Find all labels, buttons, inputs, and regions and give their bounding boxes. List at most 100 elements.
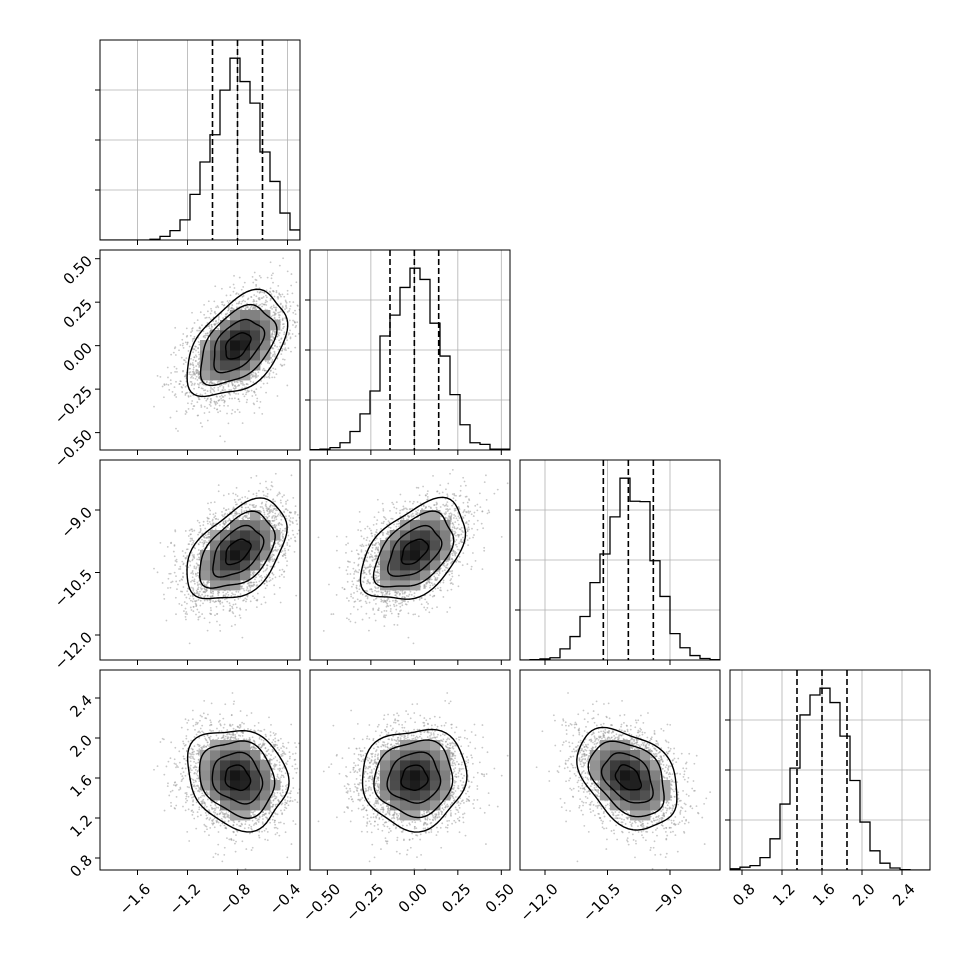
sample-point [186, 334, 189, 337]
sample-point [170, 581, 173, 584]
sample-point [190, 543, 193, 546]
contour-4 [186, 288, 289, 398]
sample-point [288, 319, 291, 322]
sample-point [270, 339, 273, 342]
sample-point [263, 511, 266, 514]
sample-point [227, 309, 230, 312]
sample-point [239, 593, 242, 595]
sample-point [200, 404, 203, 407]
sample-point [201, 425, 204, 428]
sample-point [278, 316, 281, 319]
sample-point [210, 307, 212, 310]
sample-point [237, 398, 240, 401]
sample-point [232, 492, 235, 495]
sample-point [192, 541, 195, 544]
sample-point [267, 375, 270, 378]
sample-point [187, 535, 190, 537]
sample-point [209, 400, 212, 403]
sample-point [193, 337, 196, 340]
sample-point [203, 303, 206, 306]
sample-point [213, 407, 216, 410]
sample-point [175, 380, 177, 383]
sample-point [216, 322, 219, 325]
sample-point [264, 360, 267, 363]
sample-point [205, 399, 208, 402]
sample-point [279, 341, 282, 344]
sample-point [161, 582, 164, 584]
sample-point [193, 565, 196, 568]
sample-point [237, 302, 240, 305]
sample-point [224, 594, 227, 597]
sample-point [234, 623, 237, 626]
sample-point [260, 579, 263, 582]
sample-point [277, 314, 280, 316]
sample-point [231, 409, 234, 411]
sample-point [217, 389, 220, 391]
sample-point [255, 606, 258, 609]
sample-point [238, 512, 241, 515]
sample-point [255, 283, 258, 286]
sample-point [272, 509, 274, 512]
sample-point [225, 313, 228, 316]
sample-point [229, 393, 232, 396]
sample-point [203, 583, 206, 586]
sample-point [296, 523, 299, 526]
sample-point [200, 406, 203, 408]
sample-point [217, 490, 220, 493]
density-cell [200, 350, 211, 361]
sample-point [277, 348, 280, 351]
sample-point [246, 298, 249, 301]
sample-point [173, 386, 176, 388]
sample-point [197, 396, 200, 399]
sample-point [205, 541, 208, 544]
y-tick-label: −0.50 [51, 426, 96, 471]
sample-point [181, 386, 184, 389]
sample-point [282, 327, 285, 330]
sample-point [209, 318, 212, 321]
sample-point [252, 585, 255, 587]
sample-point [253, 403, 256, 406]
sample-point [284, 530, 286, 532]
sample-point [261, 302, 263, 305]
sample-point [265, 299, 267, 302]
sample-point [291, 333, 294, 335]
sample-point [286, 289, 289, 292]
sample-point [280, 310, 282, 313]
sample-point [240, 501, 243, 504]
sample-point [174, 393, 177, 395]
sample-point [174, 559, 177, 562]
sample-point [240, 510, 243, 513]
density-cell [240, 310, 251, 321]
sample-point [163, 383, 166, 386]
sample-point [273, 314, 276, 317]
sample-point [186, 391, 189, 394]
sample-point [288, 545, 291, 548]
sample-point [209, 509, 212, 512]
sample-point [211, 325, 213, 328]
sample-point [225, 294, 228, 297]
sample-point [248, 517, 251, 520]
sample-point [224, 388, 226, 391]
sample-point [272, 353, 275, 356]
sample-point [206, 419, 209, 422]
sample-point [296, 532, 299, 535]
panel-1-0: −0.50−0.250.000.250.50 [51, 249, 301, 471]
sample-point [287, 538, 290, 541]
density-cell [240, 350, 251, 361]
sample-point [210, 387, 212, 390]
density-cell [250, 350, 261, 361]
sample-point [270, 335, 273, 338]
sample-point [288, 307, 291, 310]
sample-point [283, 325, 285, 328]
density-cell [250, 360, 261, 371]
sample-point [191, 363, 194, 366]
sample-point [265, 500, 268, 503]
sample-point [276, 395, 279, 397]
sample-point [270, 277, 273, 280]
sample-point [246, 586, 249, 588]
sample-point [234, 593, 236, 596]
sample-point [226, 591, 229, 594]
sample-point [172, 351, 175, 354]
sample-point [248, 508, 251, 511]
sample-point [196, 581, 199, 584]
